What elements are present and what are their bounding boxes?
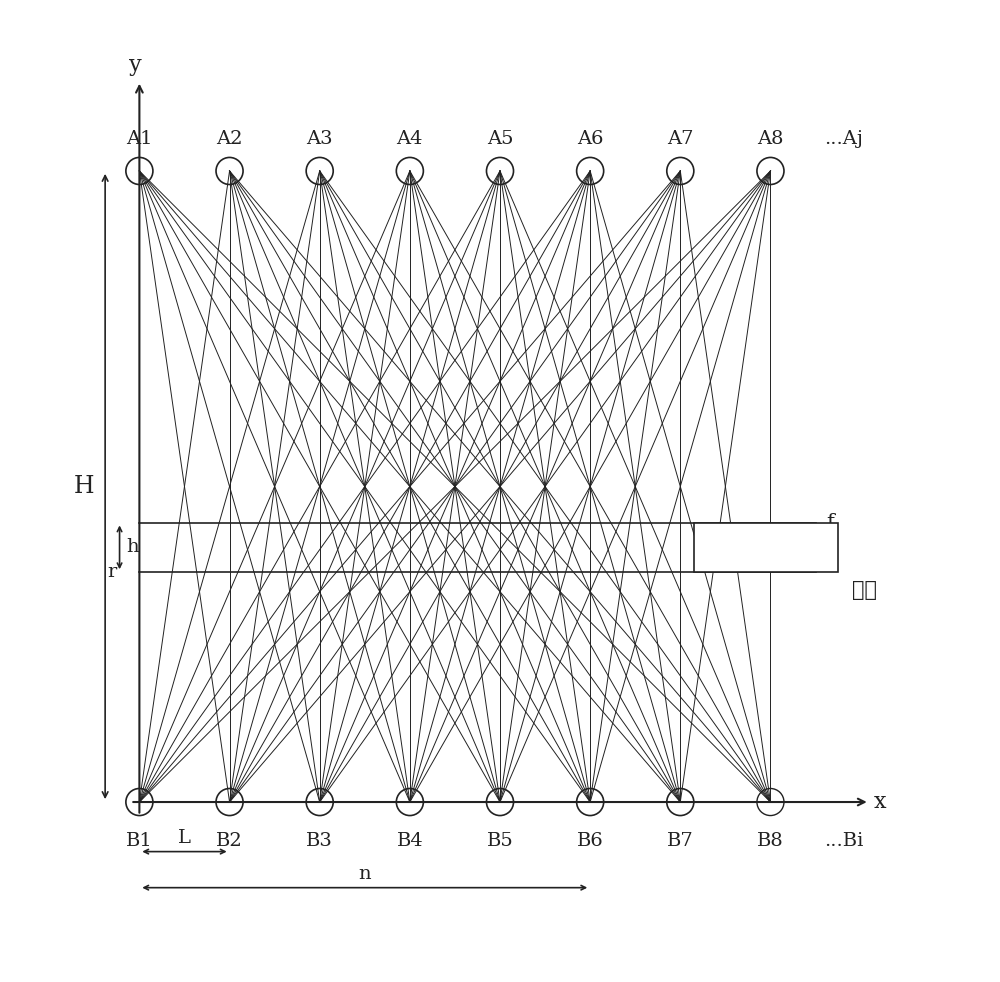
- Text: n: n: [358, 865, 371, 883]
- Text: y: y: [129, 54, 141, 77]
- Text: B6: B6: [577, 832, 604, 849]
- Text: A4: A4: [397, 131, 423, 148]
- Text: A3: A3: [306, 131, 333, 148]
- Text: h: h: [126, 538, 138, 557]
- Bar: [694, 522, 838, 573]
- Text: B7: B7: [667, 832, 694, 849]
- Text: ...Bi: ...Bi: [825, 832, 864, 849]
- Text: A1: A1: [126, 131, 153, 148]
- Text: r: r: [108, 563, 117, 581]
- Text: f: f: [826, 513, 834, 532]
- Text: B2: B2: [216, 832, 243, 849]
- Text: A5: A5: [487, 131, 513, 148]
- Text: B1: B1: [126, 832, 153, 849]
- Text: B8: B8: [757, 832, 784, 849]
- Text: A8: A8: [757, 131, 784, 148]
- Text: A2: A2: [216, 131, 243, 148]
- Text: A7: A7: [667, 131, 694, 148]
- Text: ...Aj: ...Aj: [825, 131, 863, 148]
- Text: A6: A6: [577, 131, 603, 148]
- Text: B4: B4: [396, 832, 423, 849]
- Text: H: H: [74, 475, 94, 498]
- Text: 带材: 带材: [852, 581, 877, 600]
- Text: B3: B3: [306, 832, 333, 849]
- Text: L: L: [178, 829, 191, 847]
- Text: x: x: [874, 791, 887, 813]
- Text: B5: B5: [487, 832, 513, 849]
